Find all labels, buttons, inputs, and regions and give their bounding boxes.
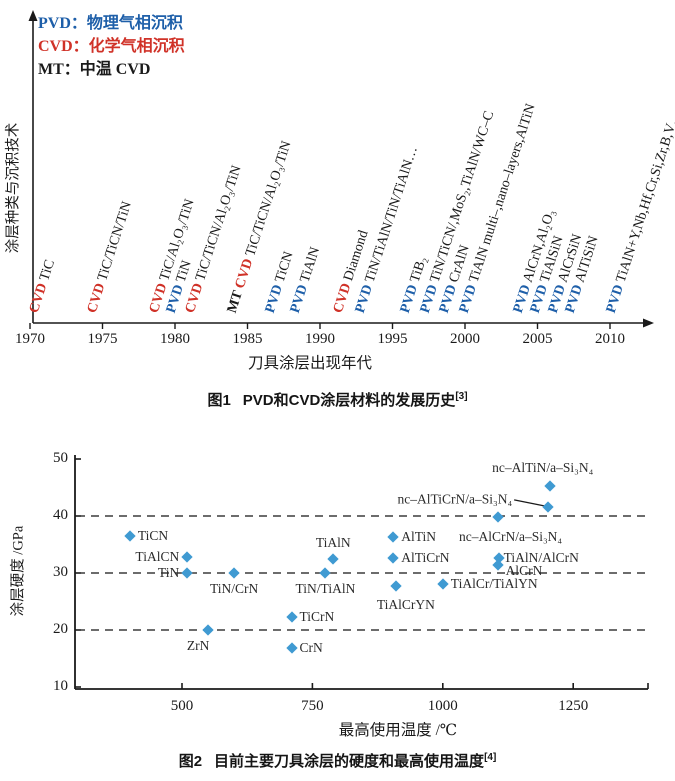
scatter-point-diamond <box>390 580 402 592</box>
timeline-entry-material: TiC <box>35 257 58 287</box>
fig1-year-tick-label: 2000 <box>450 331 480 347</box>
timeline-entry-material: TiC/TiCN/Al₂O₃/TiN <box>192 163 245 287</box>
fig2-y-tick-label: 20 <box>53 621 68 637</box>
scatter-point-diamond <box>319 567 332 579</box>
scatter-point-diamond <box>181 567 193 579</box>
scatter-point-label: CrN <box>299 640 323 656</box>
timeline-entry-method: CVD <box>26 281 50 315</box>
scatter-point-label: TiCN <box>137 527 169 543</box>
timeline-entry-mt-prefix: MT <box>224 285 248 315</box>
fig1-year-tick-label: 2005 <box>522 331 553 347</box>
fig2-caption-reference: [4] <box>484 752 497 763</box>
fig1-year-tick-label: 2010 <box>595 331 625 347</box>
timeline-entry-method: CVD <box>232 256 257 291</box>
timeline-entry-method: PVD <box>352 282 376 315</box>
timeline-entry-method: CVD <box>84 281 108 315</box>
timeline-entry-material: TiAlN+Y,Nb,Hf,Cr,Si,Zr,B,V… <box>613 108 675 285</box>
fig2-y-tick-label: 50 <box>53 450 68 466</box>
fig1-year-tick-label: 1980 <box>160 331 190 347</box>
scatter-point-label: AlTiCrN <box>401 550 450 566</box>
fig2-y-axis-label: 涂层硬度 /GPa <box>10 525 27 617</box>
fig2-x-axis-label: 最高使用温度 /℃ <box>338 722 458 739</box>
fig1-caption-reference: [3] <box>455 391 468 402</box>
fig1-y-axis-label: 涂层种类与沉积技术 <box>5 122 22 254</box>
fig1-year-tick-label: 1975 <box>87 331 118 347</box>
fig2-caption: 图2 目前主要刀具涂层的硬度和最高使用温度[4] <box>0 750 675 771</box>
fig2-x-tick-label: 1250 <box>558 698 589 714</box>
scatter-point-label: TiAlCrYN <box>376 597 435 613</box>
scatter-point-diamond <box>437 578 449 590</box>
scatter-point-label: TiAlCN <box>135 549 180 565</box>
timeline-entry: CVD TiC <box>26 257 58 315</box>
scatter-point-label: TiN <box>157 565 180 580</box>
fig2-x-tick-label: 1000 <box>427 698 458 714</box>
fig1-x-axis-label: 刀具涂层出现年代 <box>247 355 373 372</box>
scatter-point-label: TiCrN <box>299 608 335 624</box>
fig2-x-tick-label: 500 <box>170 698 194 714</box>
fig1-legend-item: MT：中温 CVD <box>38 61 151 78</box>
scatter-point-diamond <box>544 480 556 493</box>
scatter-point-label: AlTiN <box>401 529 437 545</box>
fig1-legend: PVD：物理气相沉积 CVD：化学气相沉积 MT：中温 CVD <box>38 12 185 81</box>
timeline-entry-method: CVD <box>330 281 355 315</box>
timeline-entry-method: PVD <box>262 282 286 315</box>
scatter-point-diamond <box>181 551 193 563</box>
fig1-caption-title: PVD和CVD涂层材料的发展历史 <box>242 392 456 409</box>
scatter-point-diamond <box>285 611 298 623</box>
scatter-point-label: nc–AlCrN/a–Si₃N₄ <box>458 529 563 545</box>
scatter-point-label: nc–AlTiN/a–Si₃N₄ <box>492 460 594 476</box>
timeline-entry-material: TiC/TiCN/TiN <box>93 199 135 287</box>
fig1-year-tick-label: 1990 <box>305 331 335 347</box>
fig2-y-tick-label: 40 <box>53 507 68 523</box>
timeline-entry-method: PVD <box>456 282 481 315</box>
fig2-caption-number: 图2 <box>178 753 203 770</box>
scatter-point-label: TiN/TiAlN <box>295 581 356 596</box>
fig1-legend-item: CVD：化学气相沉积 <box>38 38 185 55</box>
scatter-point-label: AlCrN <box>505 563 543 579</box>
scatter-point-label: nc–AlTiCrN/a–Si₃N₄ <box>397 491 513 507</box>
scatter-point-diamond <box>285 642 298 654</box>
timeline-entry-material: TiCN <box>271 249 297 288</box>
timeline-entry-material: TiAlN <box>296 245 323 288</box>
fig1-year-tick-label: 1995 <box>377 331 408 347</box>
scatter-point-diamond <box>228 567 240 579</box>
timeline-entry: PVD TiAlN+Y,Nb,Hf,Cr,Si,Zr,B,V… <box>603 108 675 315</box>
scatter-point-label: ZrN <box>186 638 210 653</box>
scatter-point-diamond <box>387 531 399 543</box>
scatter-point-label: TiAlN <box>315 534 351 550</box>
fig1-legend-item: PVD：物理气相沉积 <box>38 15 183 32</box>
timeline-entry-method: PVD <box>287 282 311 315</box>
scatter-point-diamond <box>387 552 399 564</box>
scatter-point-diamond <box>491 511 504 523</box>
timeline-entry-material: TiC/TiCN/Al₂O₃/TiN <box>242 139 295 262</box>
scatter-point-label: TiAlN/AlCrN <box>503 550 579 566</box>
timeline-entry-method: PVD <box>603 282 627 315</box>
fig2-x-tick-label: 750 <box>301 698 324 714</box>
scatter-point-diamond <box>327 553 339 565</box>
fig1-year-tick-label: 1985 <box>232 331 263 347</box>
fig1-caption: 图1 PVD和CVD涂层材料的发展历史[3] <box>0 389 675 410</box>
scatter-point-diamond <box>202 624 214 636</box>
fig2-y-tick-label: 10 <box>53 678 68 694</box>
fig1-year-tick-label: 1970 <box>15 331 45 347</box>
fig2-caption-title: 目前主要刀具涂层的硬度和最高使用温度 <box>214 753 485 770</box>
scatter-point-label: TiN/CrN <box>210 581 259 596</box>
scatter-point-diamond <box>124 530 136 542</box>
scatter-point-label: TiAlCr/TiAlYN <box>450 575 538 591</box>
scatter-point-diamond <box>542 501 554 513</box>
fig1-caption-number: 图1 <box>207 392 231 409</box>
timeline-entry: CVD TiC/TiCN/TiN <box>84 199 135 315</box>
fig2-y-tick-label: 30 <box>53 564 68 580</box>
